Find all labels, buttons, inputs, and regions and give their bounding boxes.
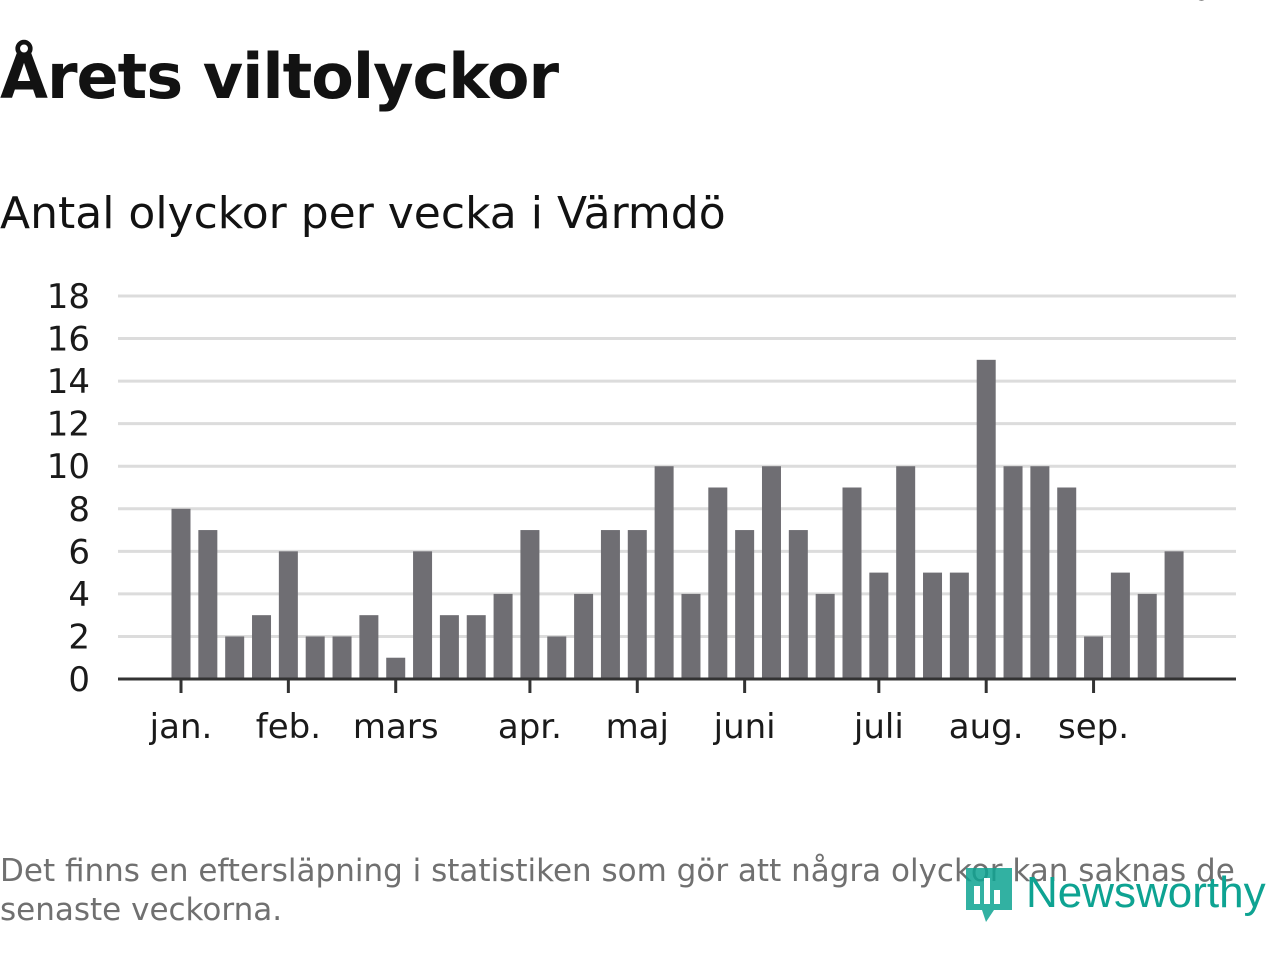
bar [761,466,781,679]
highlight-data-label: 6 [1191,0,1210,8]
bar [923,572,943,679]
chart-title: Årets viltolyckor [0,40,559,113]
chart-subtitle: Antal olyckor per vecka i Värmdö [0,188,726,239]
bar [1030,466,1050,679]
x-tick-label: aug. [949,707,1024,747]
bar [788,530,808,679]
newsworthy-logo-text: Newsworthy [1026,868,1266,917]
newsworthy-logo-icon [966,868,1012,922]
x-tick-label: maj [606,707,669,747]
bar [1084,636,1104,679]
x-tick-label: juli [853,707,904,747]
bar [493,593,513,679]
bar [305,636,325,679]
bar [547,636,567,679]
bar [976,359,996,679]
bar [708,487,728,679]
bar [574,593,594,679]
bar [413,551,433,679]
y-tick-label: 16 [47,320,90,360]
bar [627,530,647,679]
x-axis-ticks: jan. feb. mars apr. maj juni juli aug. sep. [149,679,1129,747]
gridlines [118,294,1236,638]
x-tick-label: feb. [256,707,321,747]
bar [949,572,969,679]
bar [1110,572,1130,679]
y-tick-label: 14 [47,362,90,402]
bar [252,615,272,679]
bar [735,530,755,679]
x-tick-label: mars [353,707,439,747]
bar [278,551,298,679]
x-tick-label: jan. [149,707,213,747]
x-tick-label: apr. [498,707,562,747]
bar [332,636,352,679]
bar [869,572,889,679]
bar [654,466,674,679]
bar [466,615,486,679]
x-tick-label: juni [713,707,776,747]
y-tick-label: 2 [68,617,90,657]
bar [520,530,540,679]
bar [1137,593,1157,679]
bar [225,636,245,679]
bar [439,615,459,679]
bar [1164,551,1184,679]
bar [198,530,218,679]
bar [815,593,835,679]
bar [359,615,379,679]
bar [386,657,406,679]
bar [1003,466,1023,679]
newsworthy-logo: Newsworthy [962,860,1266,926]
bars [171,359,1184,679]
y-tick-label: 6 [68,532,90,572]
y-tick-label: 10 [47,447,90,487]
x-tick-label: sep. [1058,707,1129,747]
y-tick-label: 18 [47,277,90,317]
y-tick-label: 12 [47,405,90,445]
bar [171,508,191,679]
bar [896,466,916,679]
bar [842,487,862,679]
bar [600,530,620,679]
bar [681,593,701,679]
bar [1057,487,1077,679]
data-labels: 6 [1191,0,1210,8]
y-tick-label: 8 [68,490,90,530]
y-tick-label: 0 [68,660,90,700]
y-tick-label: 4 [68,575,90,615]
footnote: Det finns en eftersläpning i statistiken… [0,853,1235,928]
